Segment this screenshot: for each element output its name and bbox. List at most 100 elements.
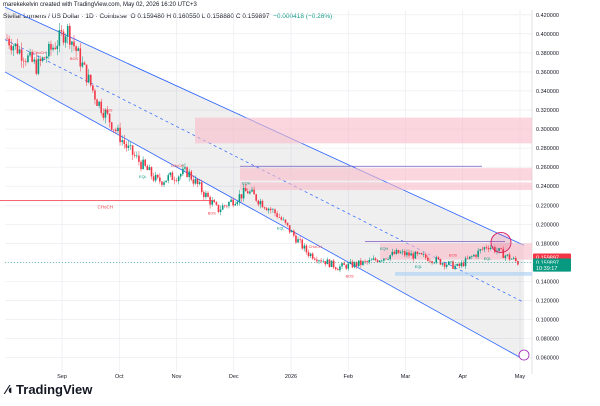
x-tick-label: May — [515, 374, 526, 380]
candle-body — [347, 263, 350, 269]
resistance-zone — [240, 168, 532, 181]
candle-body — [343, 263, 345, 265]
candle-body — [427, 257, 429, 261]
candle-body — [357, 260, 360, 267]
candle-body — [96, 99, 98, 106]
candle-body — [334, 267, 337, 270]
y-tick-label: 0.240000 — [536, 184, 559, 190]
candle-body — [230, 199, 232, 202]
candle-body — [450, 261, 452, 263]
candle-body — [198, 182, 201, 184]
candle-body — [171, 172, 174, 180]
structure-label: BOS — [346, 275, 354, 279]
candle-body — [267, 208, 270, 211]
tradingview-logo[interactable]: ⁄◖ TradingView — [6, 382, 92, 397]
candle-body — [385, 258, 387, 260]
y-tick-label: 0.200000 — [536, 222, 559, 228]
candle-body — [77, 48, 79, 51]
candle-body — [16, 43, 19, 54]
candle-body — [270, 208, 272, 210]
candle-body — [194, 178, 197, 184]
candle-body — [37, 58, 40, 74]
y-tick-label: 0.300000 — [536, 127, 559, 133]
y-tick-label: 0.120000 — [536, 299, 559, 305]
candle-body — [142, 159, 144, 170]
candle-body — [391, 251, 394, 256]
y-tick-label: 0.420000 — [536, 13, 559, 19]
candle-body — [203, 192, 205, 198]
candle-body — [83, 62, 86, 65]
candle-body — [500, 248, 502, 250]
candle-body — [305, 245, 308, 253]
candle-body — [322, 261, 324, 262]
candle-body — [48, 43, 50, 57]
symbol-bar[interactable]: Stellar Lumens / US Dollar · 1D · Coinba… — [3, 13, 332, 20]
candle-body — [508, 254, 511, 260]
candle-body — [506, 254, 509, 256]
structure-label: EQH — [242, 181, 250, 185]
candle-body — [502, 249, 505, 259]
candle-body — [98, 101, 100, 106]
candle-body — [43, 57, 46, 59]
candle-body — [221, 205, 224, 210]
candle-body — [52, 47, 54, 50]
candle-body — [494, 247, 496, 253]
candle-body — [460, 262, 463, 267]
candle-body — [320, 260, 322, 262]
candle-body — [232, 199, 234, 206]
candle-body — [406, 252, 408, 256]
candle-body — [401, 251, 404, 253]
candle-body — [154, 174, 157, 181]
candle-body — [439, 259, 442, 265]
candle-body — [473, 254, 475, 257]
candle-body — [278, 216, 281, 218]
candle-body — [360, 260, 362, 265]
candle-body — [468, 256, 471, 259]
candle-body — [351, 261, 354, 268]
candle-body — [31, 51, 33, 62]
candle-body — [372, 258, 375, 260]
candle-body — [301, 239, 304, 249]
candle-body — [223, 205, 226, 207]
x-tick-label: 2026 — [285, 374, 297, 380]
candle-body — [318, 260, 320, 262]
candle-body — [226, 205, 228, 207]
candle-body — [179, 174, 182, 177]
candle-body — [326, 259, 329, 265]
candle-body — [307, 252, 310, 257]
candle-body — [242, 187, 245, 199]
candle-body — [418, 253, 421, 254]
y-tick-label: 0.260000 — [536, 165, 559, 171]
structure-label: EQL — [415, 265, 423, 269]
candle-body — [175, 180, 178, 182]
candle-body — [314, 258, 316, 260]
candle-body — [33, 59, 36, 62]
candle-body — [452, 261, 454, 269]
y-tick-label: 0.060000 — [536, 356, 559, 362]
candle-body — [404, 251, 406, 256]
price-chart[interactable]: 0.420000 0.400000 0.380000 0.360000 0.340000… — [0, 0, 600, 380]
candle-body — [458, 263, 461, 267]
candle-body — [316, 259, 318, 262]
candle-body — [79, 48, 82, 67]
candle-body — [464, 258, 467, 267]
candle-body — [517, 261, 519, 265]
candle-body — [209, 196, 211, 205]
y-tick-label: 0.280000 — [536, 146, 559, 152]
candle-body — [393, 251, 396, 254]
level-label: CHoCH — [98, 205, 114, 210]
candle-body — [330, 260, 333, 267]
candle-body — [462, 262, 465, 267]
candle-body — [410, 253, 412, 256]
candle-body — [353, 262, 356, 268]
candle-body — [376, 260, 379, 263]
candle-body — [6, 38, 8, 40]
y-tick-label: 0.180000 — [536, 241, 559, 247]
candle-body — [374, 258, 377, 261]
candle-body — [249, 191, 251, 194]
candle-body — [429, 260, 431, 262]
candle-body — [477, 250, 479, 257]
resistance-zone — [380, 243, 532, 260]
candle-body — [280, 217, 283, 220]
candle-body — [483, 247, 486, 250]
